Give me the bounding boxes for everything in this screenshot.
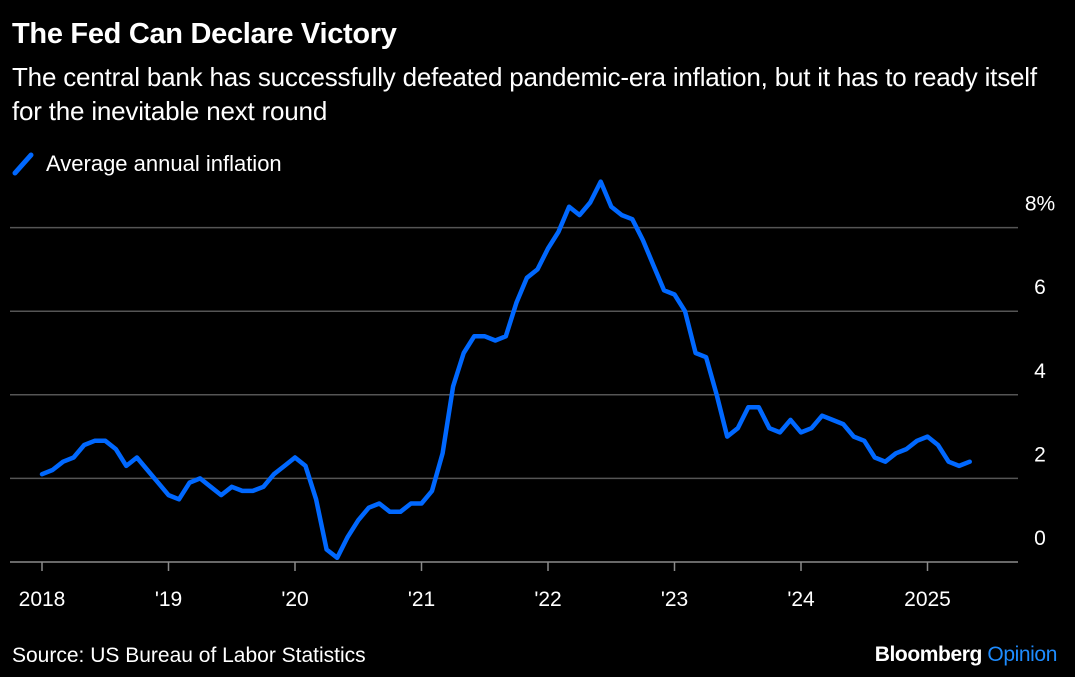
source-note: Source: US Bureau of Labor Statistics <box>12 644 366 667</box>
x-tick-label: '19 <box>155 588 182 611</box>
x-tick-label: 2018 <box>19 588 66 611</box>
x-axis: 2018 '19 '20 '21 '22 '23 '24 2025 <box>10 561 1018 611</box>
brand-logo: Bloomberg Opinion <box>874 643 1058 667</box>
series-layer <box>39 179 972 561</box>
y-tick-label: 4 <box>1034 360 1046 383</box>
x-tick-label: '24 <box>787 588 815 611</box>
y-axis-ticks: 0 2 4 6 8% <box>1025 193 1055 550</box>
chart-subtitle: The central bank has successfully defeat… <box>12 62 1037 126</box>
legend-label: Average annual inflation <box>46 151 282 176</box>
chart-title: The Fed Can Declare Victory <box>12 18 397 50</box>
x-tick-label: '23 <box>661 588 688 611</box>
y-tick-label: 6 <box>1034 276 1046 299</box>
y-tick-label: 2 <box>1034 443 1046 466</box>
brand-name: Bloomberg <box>874 643 983 666</box>
y-tick-label: 8% <box>1025 193 1055 216</box>
legend: Average annual inflation <box>12 150 282 178</box>
x-tick-label: 2025 <box>904 588 951 611</box>
x-tick-label: '21 <box>408 588 435 611</box>
x-tick-label: '22 <box>534 588 561 611</box>
y-tick-label: 0 <box>1034 527 1046 550</box>
x-tick-label: '20 <box>281 588 308 611</box>
brand-section: Opinion <box>987 643 1057 666</box>
series-line-0 <box>39 179 972 561</box>
legend-swatch-icon <box>12 152 34 176</box>
